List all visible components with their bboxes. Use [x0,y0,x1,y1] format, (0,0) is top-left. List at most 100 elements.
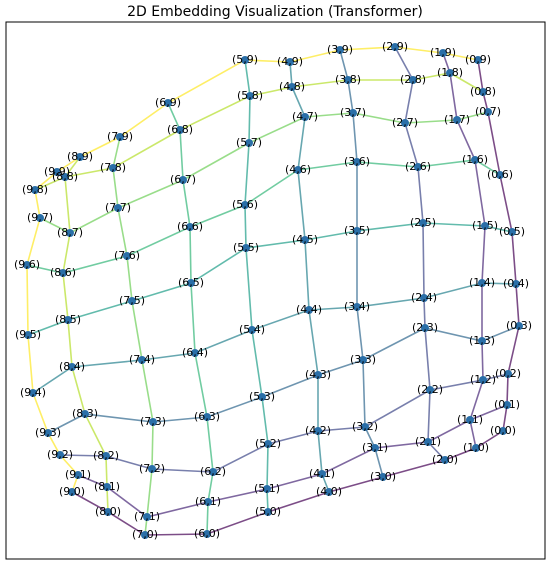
point [479,376,487,384]
point-label: (5,2) [255,437,281,450]
point-label: (5,8) [237,89,263,102]
point-label: (0,8) [470,85,496,98]
point [36,214,44,222]
point-label: (1,8) [437,66,463,79]
point [164,99,172,107]
point [361,423,369,431]
point [512,280,520,288]
point-label: (3,5) [344,224,370,237]
point-label: (7,7) [105,201,131,214]
point-label: (6,9) [155,96,181,109]
point-label: (8,8) [52,170,78,183]
grid-line-path [112,136,154,536]
point [204,498,212,506]
point [391,43,399,51]
point-label: (0,0) [490,424,516,437]
point [103,483,111,491]
point-label: (1,5) [472,219,498,232]
grid-line-path [47,325,520,434]
point-label: (3,6) [344,155,370,168]
point-label: (9,1) [65,468,91,481]
point [148,465,156,473]
point [371,444,379,452]
point-label: (1,6) [462,153,488,166]
point [301,113,309,121]
point-label: (2,1) [415,435,441,448]
point [305,306,313,314]
point [56,451,64,459]
point-label: (3,2) [352,420,378,433]
grid-line-path [39,111,489,234]
point [263,485,271,493]
point [478,337,486,345]
point-label: (4,6) [285,163,311,176]
point-label: (2,3) [412,321,438,334]
point-label: (1,1) [457,413,483,426]
point [246,92,254,100]
point-label: (6,2) [200,465,226,478]
point [349,109,357,117]
point [138,356,146,364]
point [314,371,322,379]
point [353,227,361,235]
point-label: (0,2) [495,367,521,380]
point [109,164,117,172]
point-label: (6,5) [178,276,204,289]
grid-line-path [289,61,330,493]
point-label: (0,9) [465,53,491,66]
point-label: (5,6) [232,198,258,211]
point [264,508,272,516]
point [176,126,184,134]
point [441,456,449,464]
point [149,418,157,426]
point-label: (5,0) [255,505,281,518]
grid-line-path [442,52,486,449]
point-label: (3,7) [340,106,366,119]
point [286,58,294,66]
point [179,176,187,184]
grid-line-path [27,222,513,336]
point-label: (1,0) [463,441,489,454]
point [336,46,344,54]
point-label: (7,2) [139,462,165,475]
point [359,356,367,364]
point [439,49,447,57]
point [31,186,39,194]
point [242,244,250,252]
point [484,108,492,116]
plot-frame [5,21,546,560]
point [496,171,504,179]
point-label: (9,5) [15,328,41,341]
point-label: (9,0) [59,485,85,498]
point [353,158,361,166]
point [81,410,89,418]
grid-line-path [477,59,520,432]
point-label: (7,8) [100,161,126,174]
point [187,279,195,287]
point [128,297,136,305]
point [353,303,361,311]
point [53,168,61,176]
point-label: (1,2) [470,373,496,386]
point [264,440,272,448]
point [114,204,122,212]
point-label: (6,3) [194,410,220,423]
point [504,370,512,378]
point [472,444,480,452]
point-label: (5,3) [249,390,275,403]
point [409,76,417,84]
point [102,452,110,460]
grid-line-path [244,59,269,513]
point [66,229,74,237]
point [191,349,199,357]
grid-line-path [59,373,509,473]
point-label: (3,1) [362,441,388,454]
grid-line-path [167,102,214,535]
point-label: (8,9) [67,150,93,163]
point [401,119,409,127]
point-label: (8,4) [59,360,85,373]
point-label: (6,0) [194,527,220,540]
point-label: (2,0) [432,453,458,466]
point-label: (2,8) [400,73,426,86]
point-label: (2,4) [411,291,437,304]
